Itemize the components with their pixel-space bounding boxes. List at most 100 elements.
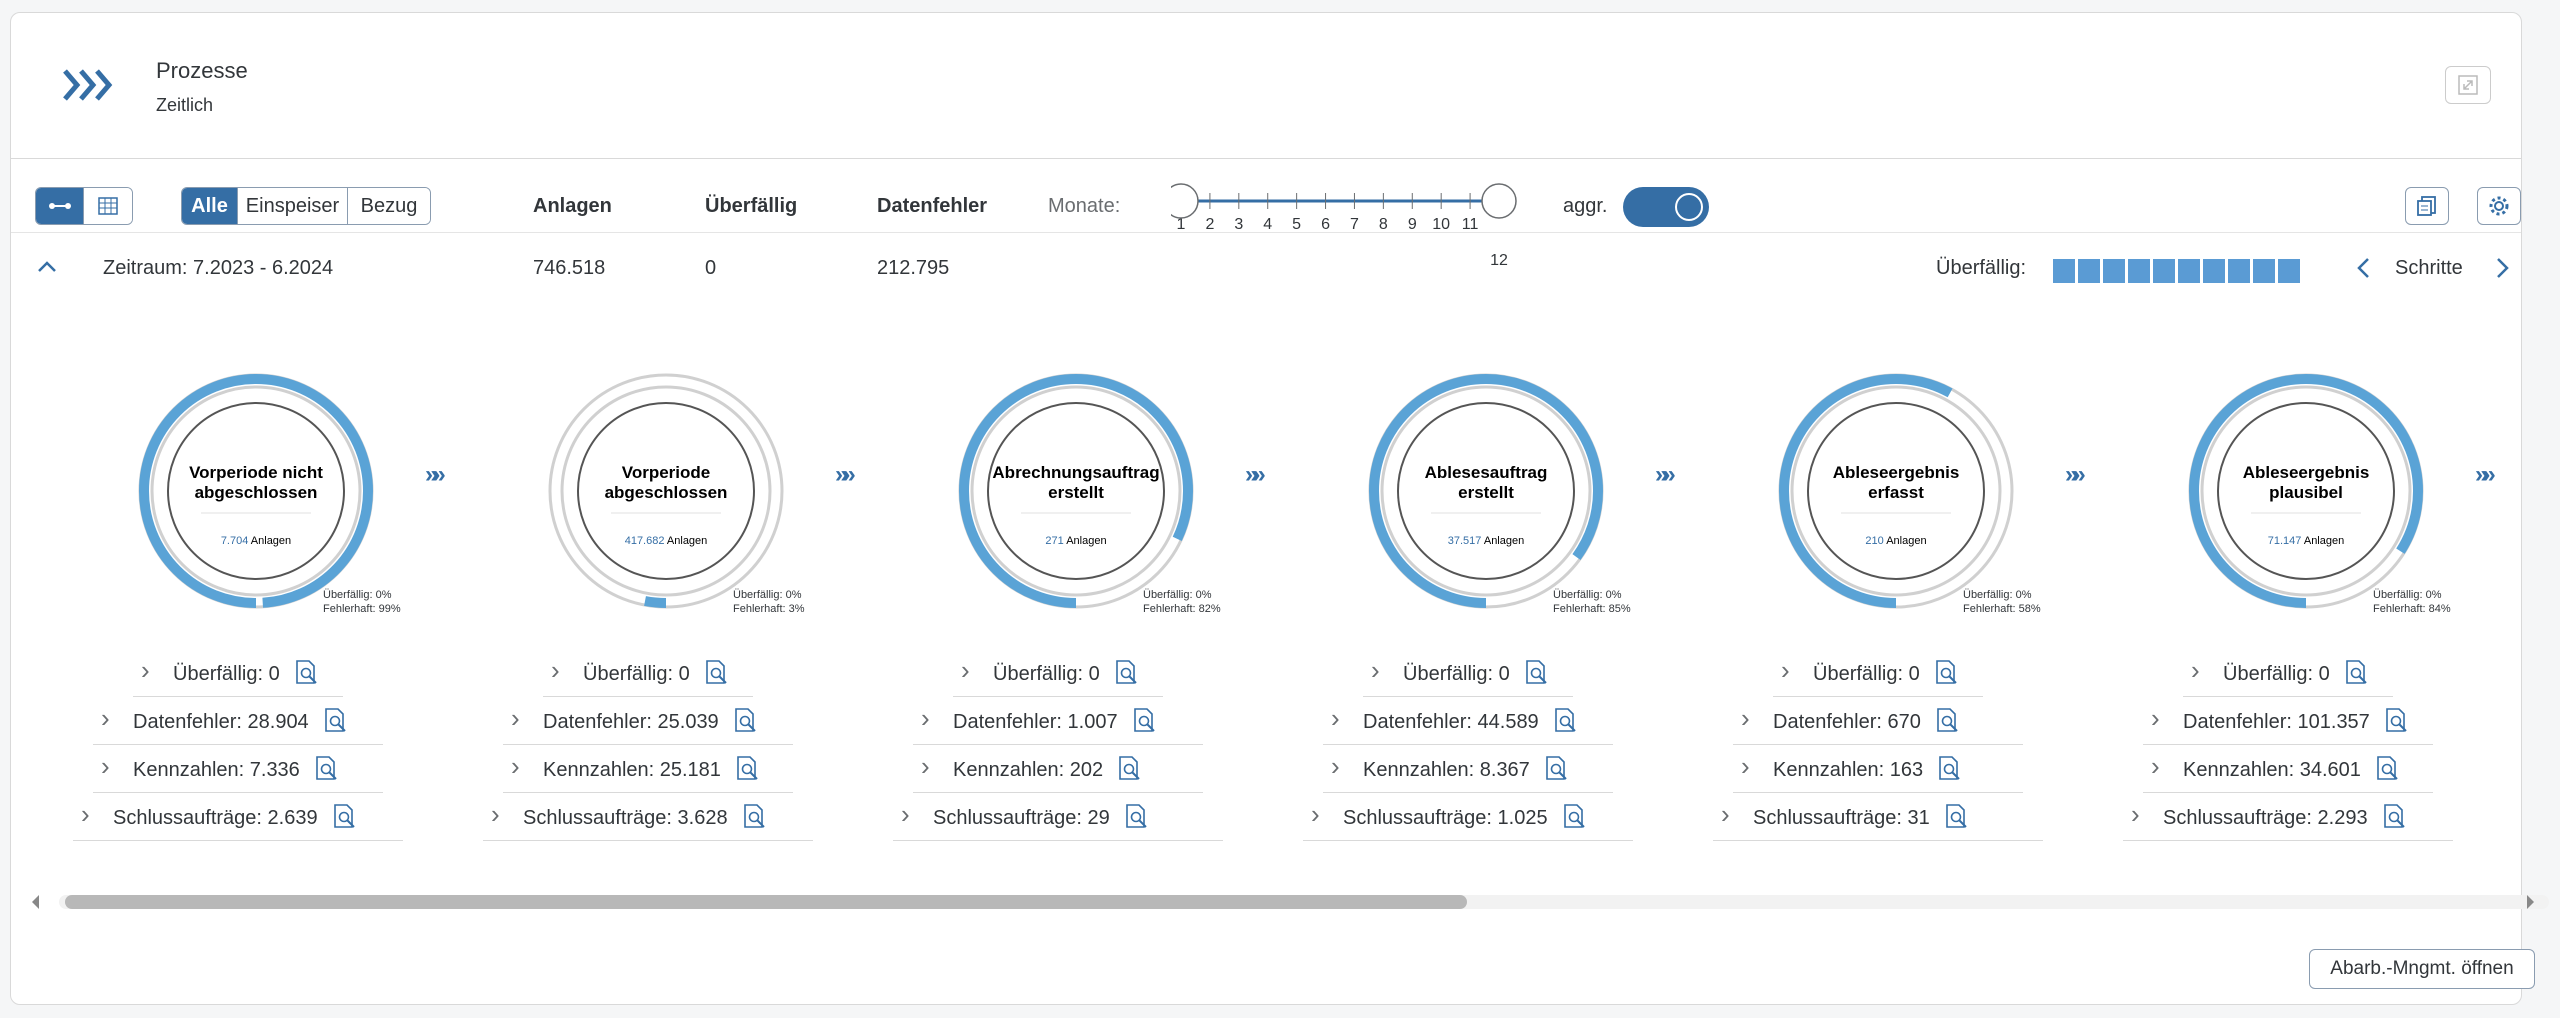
filter-bezug[interactable]: Bezug	[348, 188, 430, 224]
document-search-icon[interactable]	[1944, 803, 1970, 831]
chevron-right-icon[interactable]: ›	[491, 799, 500, 829]
filter-einspeiser[interactable]: Einspeiser	[238, 188, 348, 224]
document-search-icon[interactable]	[1544, 755, 1570, 783]
chevron-right-icon[interactable]: ›	[1741, 751, 1750, 781]
document-search-icon[interactable]	[2384, 707, 2410, 735]
slider-handle-end[interactable]	[1481, 183, 1517, 219]
chevron-right-icon[interactable]: ›	[1741, 703, 1750, 733]
metric-row[interactable]: › Schlussaufträge: 3.628	[483, 793, 813, 841]
open-management-button[interactable]: Abarb.-Mngmt. öffnen	[2309, 949, 2535, 989]
document-search-icon[interactable]	[2375, 755, 2401, 783]
chevron-right-icon[interactable]: ›	[551, 655, 560, 685]
step-title-line2: abgeschlossen	[604, 483, 728, 502]
horizontal-scrollbar[interactable]	[29, 885, 2549, 915]
slider-tick-label: 10	[1432, 216, 1450, 233]
metric-row[interactable]: › Datenfehler: 101.357	[2143, 697, 2433, 745]
chevron-up-icon[interactable]	[35, 255, 59, 279]
chevron-right-icon[interactable]	[2491, 255, 2513, 281]
fullscreen-button[interactable]	[2445, 66, 2491, 104]
chevron-right-icon[interactable]: ›	[511, 751, 520, 781]
document-search-icon[interactable]	[1562, 803, 1588, 831]
document-search-icon[interactable]	[742, 803, 768, 831]
metric-row[interactable]: › Kennzahlen: 7.336	[93, 745, 383, 793]
settings-button[interactable]	[2477, 187, 2521, 225]
chevron-right-icon[interactable]: ›	[921, 751, 930, 781]
metric-row[interactable]: › Kennzahlen: 202	[913, 745, 1203, 793]
document-search-icon[interactable]	[2344, 659, 2370, 687]
metric-row[interactable]: › Schlussaufträge: 31	[1713, 793, 2043, 841]
document-search-icon[interactable]	[314, 755, 340, 783]
aggr-switch[interactable]	[1623, 187, 1709, 227]
document-search-icon[interactable]	[332, 803, 358, 831]
metric-row[interactable]: › Schlussaufträge: 29	[893, 793, 1223, 841]
metric-row[interactable]: › Überfällig: 0	[1363, 649, 1573, 697]
chevron-right-icon[interactable]: ›	[901, 799, 910, 829]
metric-row[interactable]: › Datenfehler: 25.039	[503, 697, 793, 745]
chevron-right-icon[interactable]: ›	[1331, 751, 1340, 781]
chevron-right-icon[interactable]: ›	[141, 655, 150, 685]
chevron-right-icon[interactable]: ›	[101, 703, 110, 733]
filter-alle[interactable]: Alle	[182, 188, 238, 224]
scroll-left-icon[interactable]	[29, 893, 43, 911]
document-search-icon[interactable]	[1132, 707, 1158, 735]
step-title-line2: erstellt	[1458, 483, 1514, 502]
chevron-right-icon[interactable]: ›	[101, 751, 110, 781]
chevron-right-icon[interactable]: ›	[81, 799, 90, 829]
table-view-button[interactable]	[84, 188, 132, 224]
document-search-icon[interactable]	[2382, 803, 2408, 831]
step-fehlerhaft-percent: Fehlerhaft: 85%	[1553, 603, 1631, 615]
document-search-icon[interactable]	[1553, 707, 1579, 735]
chevron-right-icon[interactable]: ›	[1311, 799, 1320, 829]
document-search-icon[interactable]	[735, 755, 761, 783]
document-search-icon[interactable]	[1934, 659, 1960, 687]
document-search-icon[interactable]	[704, 659, 730, 687]
document-search-icon[interactable]	[1117, 755, 1143, 783]
metric-row[interactable]: › Kennzahlen: 163	[1733, 745, 2023, 793]
metric-row[interactable]: › Überfällig: 0	[133, 649, 343, 697]
chevron-right-icon[interactable]: ›	[961, 655, 970, 685]
document-search-icon[interactable]	[733, 707, 759, 735]
document-search-icon[interactable]	[1935, 707, 1961, 735]
metric-row[interactable]: › Überfällig: 0	[1773, 649, 1983, 697]
chevron-left-icon[interactable]	[2353, 255, 2375, 281]
slider-handle-start[interactable]	[1171, 183, 1199, 219]
chevron-right-icon[interactable]: ›	[1371, 655, 1380, 685]
metric-row[interactable]: › Datenfehler: 1.007	[913, 697, 1203, 745]
metric-row[interactable]: › Datenfehler: 28.904	[93, 697, 383, 745]
metric-row[interactable]: › Kennzahlen: 34.601	[2143, 745, 2433, 793]
chevron-right-icon[interactable]: ›	[2151, 703, 2160, 733]
chevron-right-icon[interactable]: ›	[2131, 799, 2140, 829]
metric-row[interactable]: › Kennzahlen: 25.181	[503, 745, 793, 793]
chevron-right-icon[interactable]: ›	[1781, 655, 1790, 685]
metric-row[interactable]: › Schlussaufträge: 2.639	[73, 793, 403, 841]
metric-label: Schlussaufträge: 31	[1753, 807, 1930, 829]
document-search-icon[interactable]	[294, 659, 320, 687]
metric-row[interactable]: › Kennzahlen: 8.367	[1323, 745, 1613, 793]
document-search-icon[interactable]	[1937, 755, 1963, 783]
metric-label: Schlussaufträge: 2.293	[2163, 807, 2368, 829]
document-search-icon[interactable]	[323, 707, 349, 735]
document-search-icon[interactable]	[1114, 659, 1140, 687]
document-search-icon[interactable]	[1124, 803, 1150, 831]
metric-row[interactable]: › Schlussaufträge: 1.025	[1303, 793, 1633, 841]
scroll-right-icon[interactable]	[2523, 893, 2537, 911]
export-button[interactable]	[2405, 187, 2449, 225]
chevron-right-icon[interactable]: ›	[2151, 751, 2160, 781]
metric-row[interactable]: › Schlussaufträge: 2.293	[2123, 793, 2453, 841]
step-ueberfaellig-percent: Überfällig: 0%	[733, 589, 802, 601]
chevron-right-icon[interactable]: ›	[1721, 799, 1730, 829]
metric-row[interactable]: › Überfällig: 0	[953, 649, 1163, 697]
scroll-thumb[interactable]	[65, 895, 1467, 909]
chevron-right-icon[interactable]: ›	[2191, 655, 2200, 685]
metric-row[interactable]: › Datenfehler: 44.589	[1323, 697, 1613, 745]
document-search-icon[interactable]	[1524, 659, 1550, 687]
metric-row[interactable]: › Überfällig: 0	[543, 649, 753, 697]
process-view-button[interactable]	[36, 188, 84, 224]
datenfehler-value: 212.795	[877, 257, 950, 279]
metric-row[interactable]: › Überfällig: 0	[2183, 649, 2393, 697]
chevron-right-icon[interactable]: ›	[511, 703, 520, 733]
chevron-right-icon[interactable]: ›	[1331, 703, 1340, 733]
metric-row[interactable]: › Datenfehler: 670	[1733, 697, 2023, 745]
chevron-right-icon[interactable]: ›	[921, 703, 930, 733]
